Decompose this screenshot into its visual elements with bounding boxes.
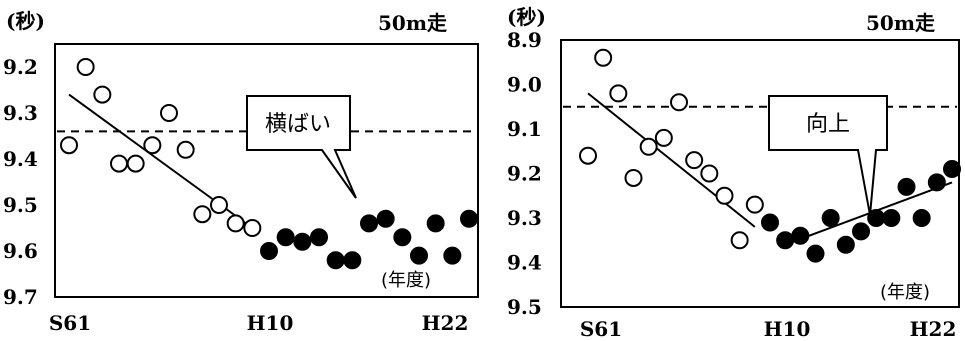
y-tick-label: 8.9 — [507, 28, 542, 52]
data-point-filled — [310, 228, 328, 247]
data-point-filled — [943, 160, 961, 179]
annotation-text: 横ばい — [265, 112, 331, 137]
data-point-open — [715, 186, 734, 205]
data-point-filled — [376, 209, 395, 228]
data-points — [60, 58, 478, 270]
data-point-open — [126, 154, 145, 173]
y-tick-label: 9.3 — [507, 206, 542, 230]
annotation-callout: 向上 — [768, 95, 888, 216]
chart-title: 50m走 — [378, 11, 447, 35]
data-point-filled — [882, 209, 901, 227]
data-point-filled — [927, 173, 946, 192]
data-point-filled — [410, 246, 428, 265]
x-tick-label: S61 — [580, 317, 622, 341]
data-point-filled — [260, 242, 278, 260]
data-point-open — [243, 219, 262, 237]
x-tick-label: H10 — [247, 311, 294, 335]
data-point-open — [93, 85, 112, 104]
data-point-open — [624, 168, 643, 187]
data-points — [579, 48, 961, 263]
y-tick-label: 9.4 — [507, 251, 542, 275]
data-point-open — [594, 48, 613, 67]
data-point-open — [110, 154, 128, 173]
data-point-filled — [852, 222, 870, 241]
data-point-open — [685, 151, 704, 170]
data-point-open — [670, 93, 688, 112]
data-point-open — [226, 214, 245, 233]
data-point-filled — [343, 251, 362, 270]
data-point-open — [143, 136, 162, 155]
y-tick-label: 9.2 — [3, 55, 38, 79]
data-point-open — [700, 164, 719, 183]
data-point-open — [609, 84, 628, 103]
data-point-filled — [897, 177, 916, 196]
x-tick-label: S61 — [49, 311, 91, 335]
y-axis-unit-label: (秒) — [507, 5, 546, 29]
callout-shape — [768, 95, 888, 216]
data-point-filled — [821, 209, 840, 227]
data-point-open — [745, 195, 764, 214]
x-tick-label: H10 — [764, 317, 811, 341]
plot-frame — [54, 43, 479, 298]
y-tick-label: 9.6 — [3, 239, 38, 263]
data-point-filled — [443, 246, 462, 265]
y-tick-labels: 9.2 9.3 9.4 9.5 9.6 9.7 — [3, 55, 38, 309]
data-point-filled — [761, 213, 779, 232]
data-point-filled — [426, 214, 445, 233]
data-point-open — [730, 231, 749, 250]
trend-line-open — [587, 92, 756, 228]
y-axis-unit-label: (秒) — [6, 9, 45, 33]
x-tick-label: H22 — [422, 311, 469, 335]
data-point-filled — [293, 232, 312, 251]
x-axis-year-label: (年度) — [880, 282, 930, 303]
callout-shape — [246, 95, 357, 199]
y-tick-labels: 8.9 9.0 9.1 9.2 9.3 9.4 9.5 — [507, 28, 542, 319]
data-point-open — [76, 58, 95, 76]
y-tick-label: 9.1 — [507, 117, 542, 141]
data-point-filled — [836, 235, 855, 254]
data-point-filled — [360, 214, 378, 233]
y-tick-label: 9.2 — [507, 162, 542, 186]
data-point-filled — [393, 228, 412, 247]
data-point-filled — [276, 228, 295, 247]
data-point-open — [579, 146, 597, 165]
data-point-open — [193, 205, 212, 224]
y-tick-label: 9.0 — [507, 73, 542, 97]
chart-right: (秒) 50m走 8.9 9.0 9.1 9.2 9.3 9.4 9.5 S61 H10 H22… — [507, 5, 961, 341]
data-point-open — [60, 136, 78, 155]
data-point-filled — [791, 226, 810, 245]
data-point-open — [210, 196, 228, 214]
data-point-filled — [912, 209, 931, 227]
data-point-open — [639, 137, 658, 156]
data-point-open — [160, 104, 178, 122]
data-point-open — [654, 128, 673, 147]
y-tick-label: 9.4 — [3, 147, 38, 171]
y-tick-label: 9.5 — [507, 295, 542, 319]
annotation-text: 向上 — [806, 112, 850, 137]
annotation-callout: 横ばい — [246, 95, 357, 199]
x-tick-labels: S61 H10 H22 — [49, 311, 469, 335]
chart-left: (秒) 50m走 9.2 9.3 9.4 9.5 9.6 9.7 S61 H10 H22 (年… — [3, 9, 479, 335]
data-point-filled — [460, 209, 478, 228]
data-point-filled — [806, 244, 825, 263]
x-axis-year-label: (年度) — [381, 270, 431, 291]
chart-title: 50m走 — [866, 11, 935, 35]
data-point-filled — [776, 231, 795, 250]
y-tick-label: 9.7 — [3, 285, 38, 309]
x-tick-label: H22 — [910, 317, 957, 341]
y-tick-label: 9.3 — [3, 101, 38, 125]
data-point-filled — [326, 251, 345, 270]
plot-frame — [560, 39, 960, 308]
data-point-open — [176, 140, 195, 159]
x-tick-labels: S61 H10 H22 — [580, 317, 957, 341]
y-tick-label: 9.5 — [3, 193, 38, 217]
